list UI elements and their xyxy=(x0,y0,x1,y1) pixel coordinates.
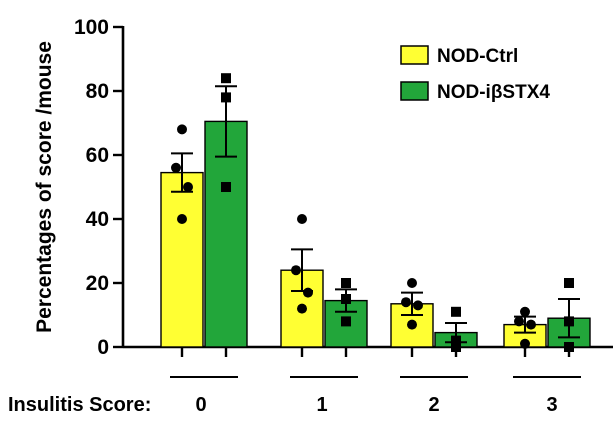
y-tick-label-80: 80 xyxy=(86,80,109,103)
point-stx4-cat-3-1 xyxy=(564,316,574,327)
point-ctrl-cat-2-2 xyxy=(413,300,423,311)
legend-swatch-ctrl xyxy=(400,45,429,65)
legend-label-ctrl: NOD-Ctrl xyxy=(437,46,518,67)
y-axis-title: Percentages of score /mouse xyxy=(33,41,56,333)
x-category-label-3: 3 xyxy=(546,394,557,416)
point-ctrl-cat-1-0 xyxy=(297,214,307,224)
point-stx4-cat-2-1 xyxy=(451,335,461,346)
point-stx4-cat-3-0 xyxy=(564,278,574,288)
legend: NOD-Ctrl NOD-iβSTX4 xyxy=(400,45,550,103)
bar-ctrl-cat-0 xyxy=(160,171,204,348)
y-tick-label-100: 100 xyxy=(74,16,109,39)
point-stx4-cat-1-2 xyxy=(341,316,351,327)
point-stx4-cat-0-2 xyxy=(221,182,231,192)
point-ctrl-cat-3-3 xyxy=(520,338,530,349)
bars-layer xyxy=(160,120,591,348)
point-stx4-cat-2-2 xyxy=(451,342,461,352)
bar-stx4-cat-0 xyxy=(204,120,248,348)
point-ctrl-cat-3-1 xyxy=(514,316,524,327)
legend-swatch-stx4 xyxy=(400,81,429,101)
point-stx4-cat-2-0 xyxy=(451,306,461,317)
point-ctrl-cat-3-2 xyxy=(526,319,536,330)
x-category-label-2: 2 xyxy=(428,394,439,416)
point-ctrl-cat-1-3 xyxy=(297,303,307,314)
point-ctrl-cat-0-1 xyxy=(171,162,181,173)
legend-label-stx4: NOD-iβSTX4 xyxy=(437,82,550,103)
x-axis-title: Insulitis Score: xyxy=(8,394,151,416)
x-category-label-0: 0 xyxy=(195,394,206,416)
point-stx4-cat-0-0 xyxy=(221,73,231,84)
point-ctrl-cat-1-1 xyxy=(291,265,301,276)
point-ctrl-cat-3-0 xyxy=(520,306,530,317)
point-ctrl-cat-0-3 xyxy=(177,214,187,224)
y-tick-label-40: 40 xyxy=(86,208,109,231)
point-ctrl-cat-0-2 xyxy=(183,182,193,192)
point-stx4-cat-1-1 xyxy=(341,294,351,304)
point-stx4-cat-1-0 xyxy=(341,278,351,288)
y-tick-label-60: 60 xyxy=(86,144,109,167)
points-layer xyxy=(171,73,574,352)
y-tick-label-0: 0 xyxy=(97,336,109,359)
point-stx4-cat-0-1 xyxy=(221,92,231,103)
point-ctrl-cat-0-0 xyxy=(177,124,187,135)
point-ctrl-cat-2-1 xyxy=(401,297,411,308)
point-ctrl-cat-1-2 xyxy=(303,287,313,298)
point-ctrl-cat-2-3 xyxy=(407,319,417,330)
point-stx4-cat-3-2 xyxy=(564,342,574,352)
point-ctrl-cat-2-0 xyxy=(407,278,417,288)
x-category-label-1: 1 xyxy=(316,394,327,416)
y-tick-label-20: 20 xyxy=(86,272,109,295)
